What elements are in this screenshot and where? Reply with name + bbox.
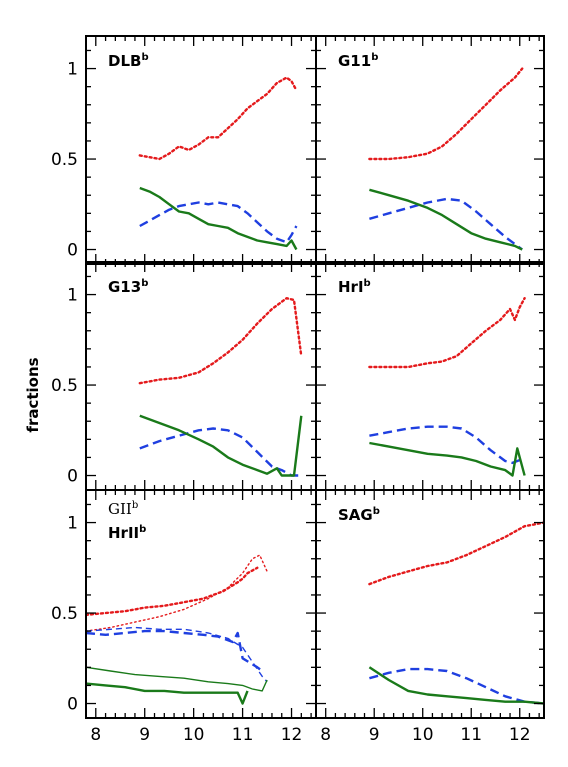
panel-frame — [315, 35, 545, 265]
x-tick-label: 10 — [183, 725, 205, 745]
x-tick-label: 8 — [320, 725, 331, 745]
y-tick-label: 0.5 — [51, 150, 78, 170]
series-red-dotted-thick — [86, 566, 259, 617]
y-tick-label: 1 — [67, 514, 78, 534]
y-axis-label: fractions — [24, 357, 42, 432]
y-tick-label: 0.5 — [51, 376, 78, 396]
series-green-solid — [369, 441, 526, 477]
panel-dlb: 0 0.5 1 DLBb — [51, 35, 317, 265]
panel-frame — [85, 261, 317, 491]
x-tick-label: 10 — [412, 725, 434, 745]
series-red-dotted — [368, 297, 526, 369]
panel-frame — [315, 489, 545, 719]
panel-sag: 8 9 10 11 12 SAGb — [315, 489, 545, 745]
series-blue-dashed-thick — [86, 629, 263, 672]
x-tick-label: 11 — [460, 725, 482, 745]
series-green-solid-thick — [86, 682, 249, 705]
panel-label: G11b — [338, 52, 378, 70]
y-tick-label: 0.5 — [51, 604, 78, 624]
y-tick-label: 1 — [67, 286, 78, 306]
panel-label: G13b — [108, 278, 148, 296]
series-blue-dashed — [139, 201, 298, 244]
panel-label-top: GIIb — [108, 500, 138, 518]
panel-label: HrIIb — [108, 524, 146, 542]
series-green-solid — [368, 666, 544, 705]
panel-gii-hrii: 0 0.5 1 8 9 10 11 12 GIIb HrIIb — [51, 489, 317, 745]
series-green-solid — [139, 186, 298, 251]
panel-g11: G11b — [315, 35, 545, 265]
panel-label: SAGb — [338, 506, 380, 524]
series-blue-dashed — [139, 427, 299, 477]
series-green-solid — [369, 188, 523, 251]
panel-frame — [85, 35, 317, 265]
series-blue-dashed-thin — [86, 626, 268, 683]
series-blue-dashed — [369, 197, 523, 251]
y-tick-label: 0 — [67, 467, 78, 487]
x-tick-label: 9 — [139, 725, 150, 745]
panel-label: HrIb — [338, 278, 371, 296]
x-tick-label: 8 — [90, 725, 101, 745]
series-blue-dashed — [369, 425, 523, 465]
x-tick-label: 9 — [369, 725, 380, 745]
x-tick-label: 11 — [232, 725, 254, 745]
series-red-dotted — [368, 521, 544, 586]
series-red-dotted — [138, 76, 298, 161]
x-tick-label: 12 — [509, 725, 531, 745]
panel-frame — [315, 261, 545, 491]
y-tick-label: 1 — [67, 60, 78, 80]
series-red-dotted-thin — [86, 554, 268, 632]
series-green-solid — [139, 414, 303, 477]
panel-g13: 0 0.5 1 G13b — [51, 261, 317, 491]
y-tick-label: 0 — [67, 241, 78, 261]
x-tick-label: 12 — [281, 725, 303, 745]
y-tick-label: 0 — [67, 695, 78, 715]
series-green-solid-thin — [86, 666, 268, 692]
panel-hri: HrIb — [315, 261, 545, 491]
series-blue-dashed — [369, 667, 544, 705]
panel-label: DLBb — [108, 52, 149, 70]
series-red-dotted — [368, 67, 524, 161]
series-red-dotted — [138, 297, 303, 385]
